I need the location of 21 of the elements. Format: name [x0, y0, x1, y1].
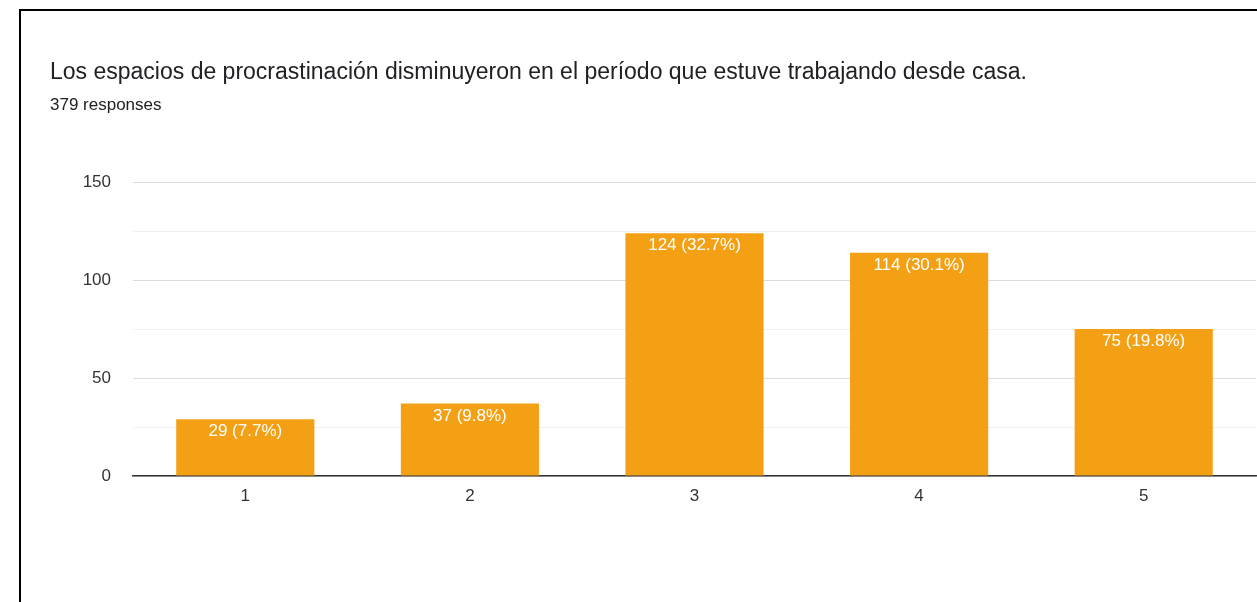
- y-tick-label: 50: [92, 367, 111, 387]
- bar: [400, 403, 539, 476]
- bar: [1074, 329, 1213, 476]
- chart-title: Los espacios de procrastinación disminuyeron en el período que estuve trabajando desde casa.: [50, 58, 1027, 85]
- x-tick-label: 5: [1138, 485, 1149, 505]
- data-label: 37 (9.8%): [433, 405, 507, 425]
- data-label: 75 (19.8%): [1102, 331, 1186, 351]
- data-label: 29 (7.7%): [208, 421, 283, 441]
- bar: [625, 233, 764, 476]
- bar: [850, 252, 989, 476]
- y-tick-label: 150: [82, 171, 111, 191]
- chart-subtitle: 379 responses: [50, 95, 162, 115]
- data-label: 124 (32.7%): [648, 235, 741, 255]
- x-tick-label: 3: [689, 485, 700, 505]
- y-tick-label: 100: [82, 269, 111, 289]
- y-tick-label: 0: [101, 465, 111, 485]
- x-tick-label: 1: [240, 485, 251, 505]
- x-tick-label: 4: [914, 485, 924, 505]
- x-tick-label: 2: [465, 485, 475, 505]
- bar: [176, 419, 315, 476]
- data-label: 114 (30.1%): [873, 254, 965, 274]
